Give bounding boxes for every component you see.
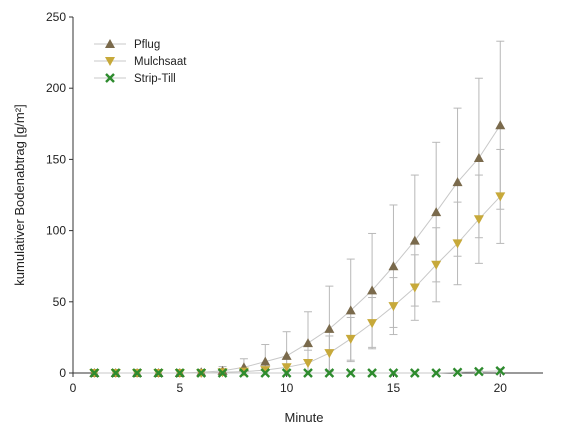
data-point — [409, 283, 420, 293]
data-point — [110, 368, 121, 378]
x-tick-label: 15 — [387, 381, 401, 395]
data-point — [281, 350, 292, 360]
data-point — [473, 152, 484, 162]
y-tick-label: 0 — [59, 366, 66, 380]
data-point — [452, 177, 463, 187]
data-point — [367, 285, 378, 295]
data-point — [367, 368, 377, 378]
data-point — [303, 359, 313, 369]
legend-label: Strip-Till — [134, 73, 176, 85]
series-line — [94, 124, 501, 374]
y-axis-title: kumulativer Bodenabtrag [g/m²] — [12, 104, 27, 285]
x-tick-label: 20 — [494, 381, 508, 395]
data-point — [153, 368, 164, 378]
data-point — [303, 368, 313, 378]
data-point — [324, 349, 335, 359]
data-point — [324, 323, 335, 333]
data-point — [345, 305, 356, 315]
series-line — [94, 196, 501, 374]
data-point — [452, 239, 463, 249]
data-point — [196, 368, 207, 378]
x-tick-label: 5 — [176, 381, 183, 395]
y-tick-label: 50 — [53, 295, 67, 309]
data-point — [345, 368, 356, 378]
x-tick-label: 10 — [280, 381, 294, 395]
data-point — [388, 368, 399, 378]
data-point — [303, 338, 313, 348]
data-point — [260, 366, 271, 376]
data-point — [345, 334, 356, 344]
data-point — [495, 192, 506, 202]
data-point — [132, 368, 142, 378]
legend-label: Mulchsaat — [134, 56, 187, 68]
data-point — [431, 368, 442, 378]
data-point — [452, 367, 463, 378]
data-point — [239, 368, 249, 378]
y-tick-label: 250 — [46, 10, 66, 24]
data-point — [281, 363, 292, 373]
legend-marker — [105, 57, 115, 66]
data-point — [367, 319, 378, 329]
y-tick-label: 200 — [46, 81, 66, 95]
data-point — [495, 366, 506, 376]
data-point — [260, 368, 271, 378]
legend-marker — [105, 39, 115, 48]
data-point — [174, 368, 185, 378]
data-point — [89, 368, 100, 378]
data-point — [388, 261, 399, 271]
legend-label: Pflug — [134, 39, 160, 51]
legend-marker — [105, 73, 115, 83]
data-point — [409, 368, 420, 378]
data-point — [474, 366, 484, 377]
x-axis-title: Minute — [284, 410, 323, 425]
data-point — [495, 120, 506, 130]
x-tick-label: 0 — [70, 381, 77, 395]
data-point — [217, 368, 228, 378]
data-point — [431, 207, 442, 217]
y-tick-label: 150 — [46, 152, 66, 166]
series-line — [94, 370, 501, 374]
y-tick-label: 100 — [46, 224, 66, 238]
data-point — [431, 260, 442, 270]
data-point — [388, 302, 399, 312]
data-point — [473, 215, 484, 225]
data-point — [409, 235, 420, 245]
data-point — [260, 356, 271, 366]
data-point — [324, 368, 335, 378]
data-point — [281, 368, 292, 378]
